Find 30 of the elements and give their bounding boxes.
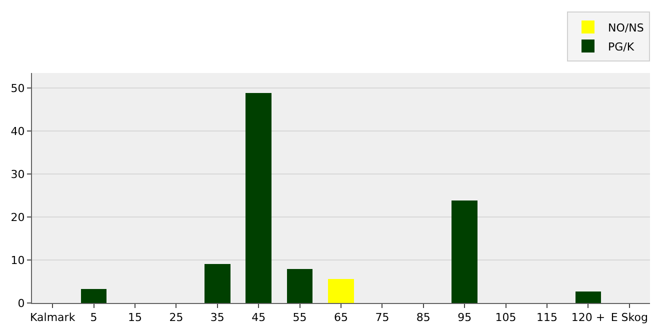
x-tick-label: Kalmark — [30, 311, 76, 324]
x-tick-label: 45 — [252, 311, 266, 324]
bar — [80, 289, 107, 303]
x-tick-label: 120 + — [571, 311, 606, 324]
x-tick-label: 115 — [536, 311, 558, 324]
legend-label: NO/NS — [608, 21, 644, 34]
x-tick-label: 35 — [210, 311, 224, 324]
bar — [328, 278, 354, 303]
y-tick-label: 20 — [10, 210, 25, 224]
y-tick-label: 10 — [10, 254, 25, 267]
bar — [204, 264, 230, 303]
y-tick-label: 40 — [10, 124, 25, 138]
y-tick-label: 50 — [10, 82, 25, 95]
bar — [452, 200, 478, 303]
x-tick-label: 5 — [90, 311, 98, 324]
bar — [246, 93, 272, 303]
y-tick-label: 30 — [10, 168, 25, 181]
x-tick-label: 105 — [495, 311, 516, 324]
x-tick-label: 55 — [292, 311, 307, 324]
y-tick-label: 0 — [18, 296, 25, 310]
x-tick-label: 95 — [458, 311, 472, 324]
legend-label: PG/K — [608, 40, 635, 54]
x-tick-label: 75 — [375, 311, 390, 324]
x-tick-label: 65 — [334, 311, 348, 324]
x-tick-label: 25 — [169, 311, 184, 324]
bar — [286, 268, 313, 303]
x-tick-label: 15 — [128, 311, 142, 324]
x-tick-label: E Skog — [610, 311, 648, 324]
x-tick-label: 85 — [416, 311, 430, 324]
bar — [575, 291, 602, 303]
